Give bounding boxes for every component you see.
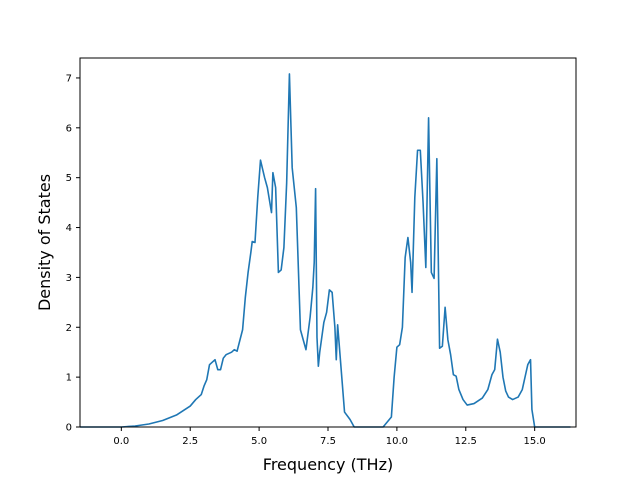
x-tick-label: 7.5 [320, 436, 336, 447]
y-tick-label: 3 [66, 273, 72, 284]
y-tick-label: 0 [66, 423, 72, 434]
y-tick-label: 1 [66, 373, 72, 384]
plot-frame [79, 57, 577, 428]
y-tick-label: 2 [66, 323, 72, 334]
y-axis-ticks: 0 1 2 3 4 5 6 7 [66, 73, 80, 434]
x-tick-label: 5.0 [251, 436, 267, 447]
x-axis-label: Frequency (THz) [263, 455, 393, 474]
plot-area [80, 73, 571, 428]
x-tick-label: 0.0 [113, 436, 129, 447]
dos-series-line-0 [80, 73, 571, 428]
y-tick-label: 4 [66, 223, 72, 234]
y-axis-label: Density of States [35, 174, 54, 311]
x-tick-label: 15.0 [524, 436, 546, 447]
x-tick-label: 12.5 [455, 436, 477, 447]
x-tick-label: 2.5 [182, 436, 198, 447]
x-tick-label: 10.0 [386, 436, 408, 447]
y-tick-label: 6 [66, 123, 72, 134]
x-axis-ticks: 0.0 2.5 5.0 7.5 10.0 12.5 15.0 [113, 427, 546, 447]
y-tick-label: 5 [66, 173, 72, 184]
y-tick-label: 7 [66, 73, 72, 84]
